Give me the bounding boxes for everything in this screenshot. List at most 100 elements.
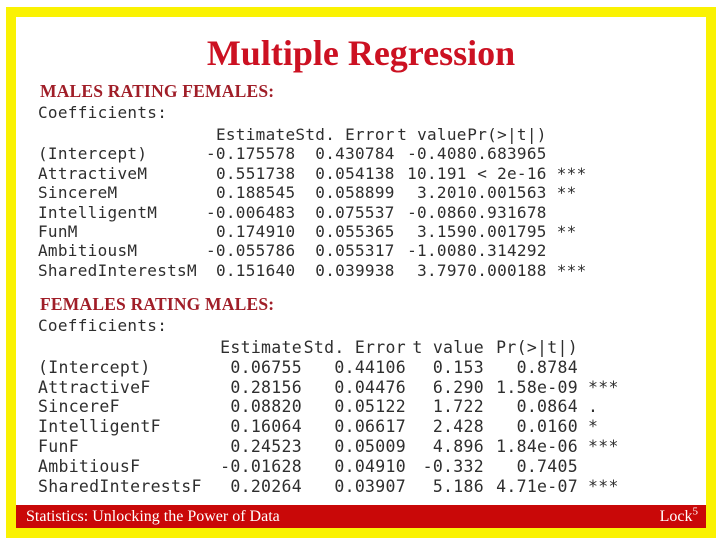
- coef-std-error: 0.06617: [334, 417, 406, 437]
- coef-label: FunF: [38, 436, 79, 456]
- footer-authors-superscript: 5: [692, 505, 699, 518]
- coef-p-value: 0.683965: [467, 144, 547, 164]
- coef-label: SharedInterestsM: [38, 260, 197, 280]
- coef-t-value: 3.159: [417, 222, 467, 242]
- coef-estimate: 0.551738: [215, 163, 296, 183]
- coef-row: FunF 0.24523 0.05009 4.896 1.84e-06 ***: [38, 437, 638, 457]
- coef-sig: **: [556, 183, 577, 203]
- coef-row: SharedInterestsF 0.20264 0.03907 5.186 4.71e…: [38, 477, 638, 497]
- coef-label: (Intercept): [38, 357, 151, 377]
- coef-std-error: 0.055365: [315, 222, 395, 242]
- coef-estimate: -0.01628: [220, 456, 302, 476]
- coef-t-value: -0.086: [407, 202, 467, 222]
- coef-p-value: 0.931678: [467, 202, 547, 222]
- section-heading: FEMALES RATING MALES:: [40, 294, 275, 314]
- col-p-value: Pr(>|t|): [496, 338, 578, 357]
- coef-label: AttractiveM: [38, 163, 148, 183]
- col-p-value: Pr(>|t|): [467, 125, 547, 144]
- coef-sig: ***: [588, 476, 619, 496]
- coef-p-value: 1.58e-09: [496, 377, 578, 397]
- coef-estimate: 0.151640: [215, 260, 296, 280]
- coef-p-value: 0.0160: [516, 417, 578, 437]
- coef-p-value: 0.001563: [467, 183, 547, 203]
- coefficients-table-males-rating-females: Estimate Std. Error t value Pr(>|t|) (In…: [38, 125, 607, 280]
- coef-std-error: 0.05009: [334, 436, 406, 456]
- coef-sig: [547, 203, 607, 222]
- coef-estimate: 0.16064: [230, 417, 302, 437]
- coef-row: (Intercept) 0.06755 0.44106 0.153 0.8784: [38, 358, 638, 378]
- coef-row: AttractiveF 0.28156 0.04476 6.290 1.58e-09 **…: [38, 378, 638, 398]
- coef-p-value: 1.84e-06: [496, 436, 578, 456]
- coef-label: SincereF: [38, 397, 120, 417]
- coef-row: SincereF 0.08820 0.05122 1.722 0.0864.: [38, 397, 638, 417]
- coef-label: AttractiveF: [38, 377, 151, 397]
- coef-estimate: 0.174910: [215, 222, 296, 242]
- coef-t-value: -0.408: [407, 144, 467, 164]
- section-heading: MALES RATING FEMALES:: [40, 81, 275, 101]
- page-title: Multiple Regression: [206, 33, 516, 73]
- col-std-error: Std. Error: [295, 125, 395, 144]
- slide-frame: Multiple Regression MALES RATING FEMALES…: [6, 7, 716, 538]
- coef-label: (Intercept): [38, 144, 148, 164]
- coef-estimate: 0.06755: [230, 357, 302, 377]
- coef-row: FunM 0.174910 0.055365 3.159 0.001795 **: [38, 222, 607, 241]
- coef-sig: ***: [556, 260, 587, 280]
- coef-label: IntelligentM: [38, 202, 158, 222]
- coef-row: AmbitiousM -0.055786 0.055317 -1.008 0.31429…: [38, 241, 607, 260]
- coef-p-value: 0.0864: [516, 397, 578, 417]
- coef-t-value: 1.722: [432, 397, 484, 417]
- col-t-value: t value: [397, 125, 467, 144]
- coef-p-value: 4.71e-07: [496, 476, 578, 496]
- coef-sig: ***: [588, 377, 619, 397]
- coef-estimate: -0.175578: [206, 144, 296, 164]
- coef-estimate: 0.188545: [215, 183, 296, 203]
- coef-std-error: 0.04476: [334, 377, 406, 397]
- coef-sig: **: [556, 222, 577, 242]
- coefficients-label: Coefficients:: [38, 316, 168, 335]
- coef-row: SincereM 0.188545 0.058899 3.201 0.001563 **: [38, 183, 607, 202]
- coef-estimate: -0.006483: [206, 202, 296, 222]
- coef-t-value: -1.008: [407, 241, 467, 261]
- slide-content: Multiple Regression MALES RATING FEMALES…: [16, 17, 706, 528]
- footer-bar: Statistics: Unlocking the Power of Data …: [16, 505, 706, 528]
- coef-label: SharedInterestsF: [38, 476, 202, 496]
- coef-t-value: 0.153: [432, 357, 484, 377]
- coef-label: IntelligentF: [38, 417, 161, 437]
- col-term: [38, 338, 210, 358]
- coefficients-table-females-rating-males: Estimate Std. Error t value Pr(>|t|) (In…: [38, 338, 638, 496]
- coef-std-error: 0.055317: [315, 241, 395, 261]
- coef-std-error: 0.039938: [315, 260, 395, 280]
- table-header-row: Estimate Std. Error t value Pr(>|t|): [38, 125, 607, 144]
- coef-t-value: 5.186: [432, 476, 484, 496]
- coef-p-value: 0.001795: [467, 222, 547, 242]
- coef-p-value: 0.000188: [467, 260, 547, 280]
- coef-sig: ***: [556, 163, 587, 183]
- coef-label: SincereM: [38, 183, 118, 203]
- coef-std-error: 0.03907: [334, 476, 406, 496]
- coef-row: AmbitiousF -0.01628 0.04910 -0.332 0.7405: [38, 457, 638, 477]
- table-header-row: Estimate Std. Error t value Pr(>|t|): [38, 338, 638, 358]
- coef-label: AmbitiousF: [38, 456, 141, 476]
- coef-p-value: 0.314292: [467, 241, 547, 261]
- coef-t-value: 3.797: [417, 260, 467, 280]
- coef-t-value: 6.290: [432, 377, 484, 397]
- coef-sig: *: [588, 417, 599, 437]
- coef-std-error: 0.05122: [334, 397, 406, 417]
- coef-p-value: 0.8784: [516, 357, 578, 377]
- coef-std-error: 0.058899: [315, 183, 395, 203]
- footer-book-title: Statistics: Unlocking the Power of Data: [26, 507, 280, 525]
- col-term: [38, 125, 206, 144]
- coef-label: AmbitiousM: [38, 241, 138, 261]
- coef-row: IntelligentM -0.006483 0.075537 -0.086 0.931…: [38, 203, 607, 222]
- coef-t-value: 10.191: [407, 163, 467, 183]
- coef-row: SharedInterestsM 0.151640 0.039938 3.797 0.0…: [38, 261, 607, 280]
- col-t-value: t value: [412, 338, 484, 357]
- coef-estimate: 0.20264: [230, 476, 302, 496]
- footer-authors: Lock5: [659, 505, 699, 525]
- coef-t-value: 3.201: [417, 183, 467, 203]
- coef-estimate: 0.28156: [230, 377, 302, 397]
- section-females-rating-males: FEMALES RATING MALES: Coefficients: Esti…: [38, 294, 638, 496]
- col-estimate: Estimate: [220, 338, 302, 357]
- coef-t-value: -0.332: [422, 456, 484, 476]
- col-std-error: Std. Error: [303, 338, 406, 357]
